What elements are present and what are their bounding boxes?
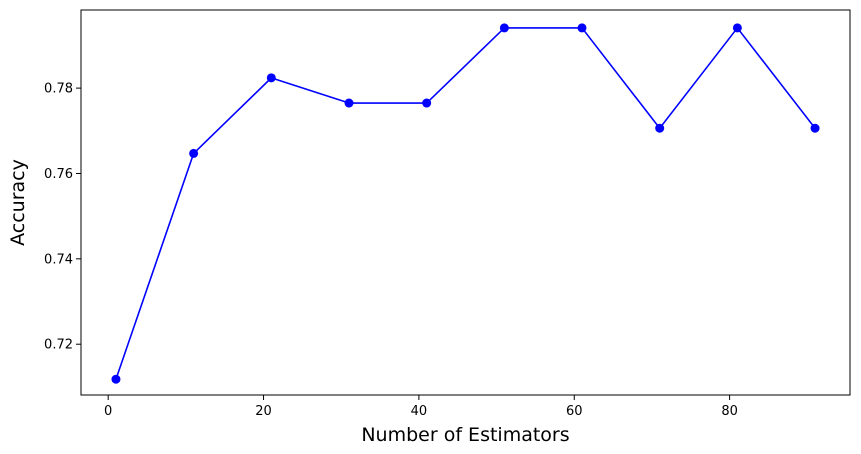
y-axis-title: Accuracy — [7, 159, 29, 246]
series-line — [115, 27, 816, 380]
data-point — [732, 23, 742, 33]
plot-area — [80, 9, 851, 396]
y-tick-label: 0.78 — [44, 82, 73, 97]
data-point — [266, 73, 276, 83]
data-point — [499, 23, 509, 33]
data-point — [577, 23, 587, 33]
x-tick-label: 20 — [255, 404, 272, 419]
y-tick-label: 0.74 — [44, 252, 73, 267]
y-tick-label: 0.72 — [44, 338, 73, 353]
x-tick-label: 0 — [104, 404, 112, 419]
y-tick-label: 0.76 — [44, 167, 73, 182]
y-axis: 0.72 0.74 0.76 0.78 — [44, 82, 81, 353]
x-tick-label: 40 — [411, 404, 428, 419]
data-point — [111, 374, 121, 384]
data-point — [655, 123, 665, 133]
x-axis-title: Number of Estimators — [361, 424, 569, 446]
data-point — [344, 98, 354, 108]
x-tick-label: 80 — [721, 404, 738, 419]
x-tick-label: 60 — [566, 404, 583, 419]
data-point — [810, 123, 820, 133]
series-layer — [111, 23, 820, 384]
x-axis: 0 20 40 60 80 — [104, 395, 738, 419]
data-point — [189, 148, 199, 158]
plot-frame — [80, 9, 851, 396]
data-point — [422, 98, 432, 108]
